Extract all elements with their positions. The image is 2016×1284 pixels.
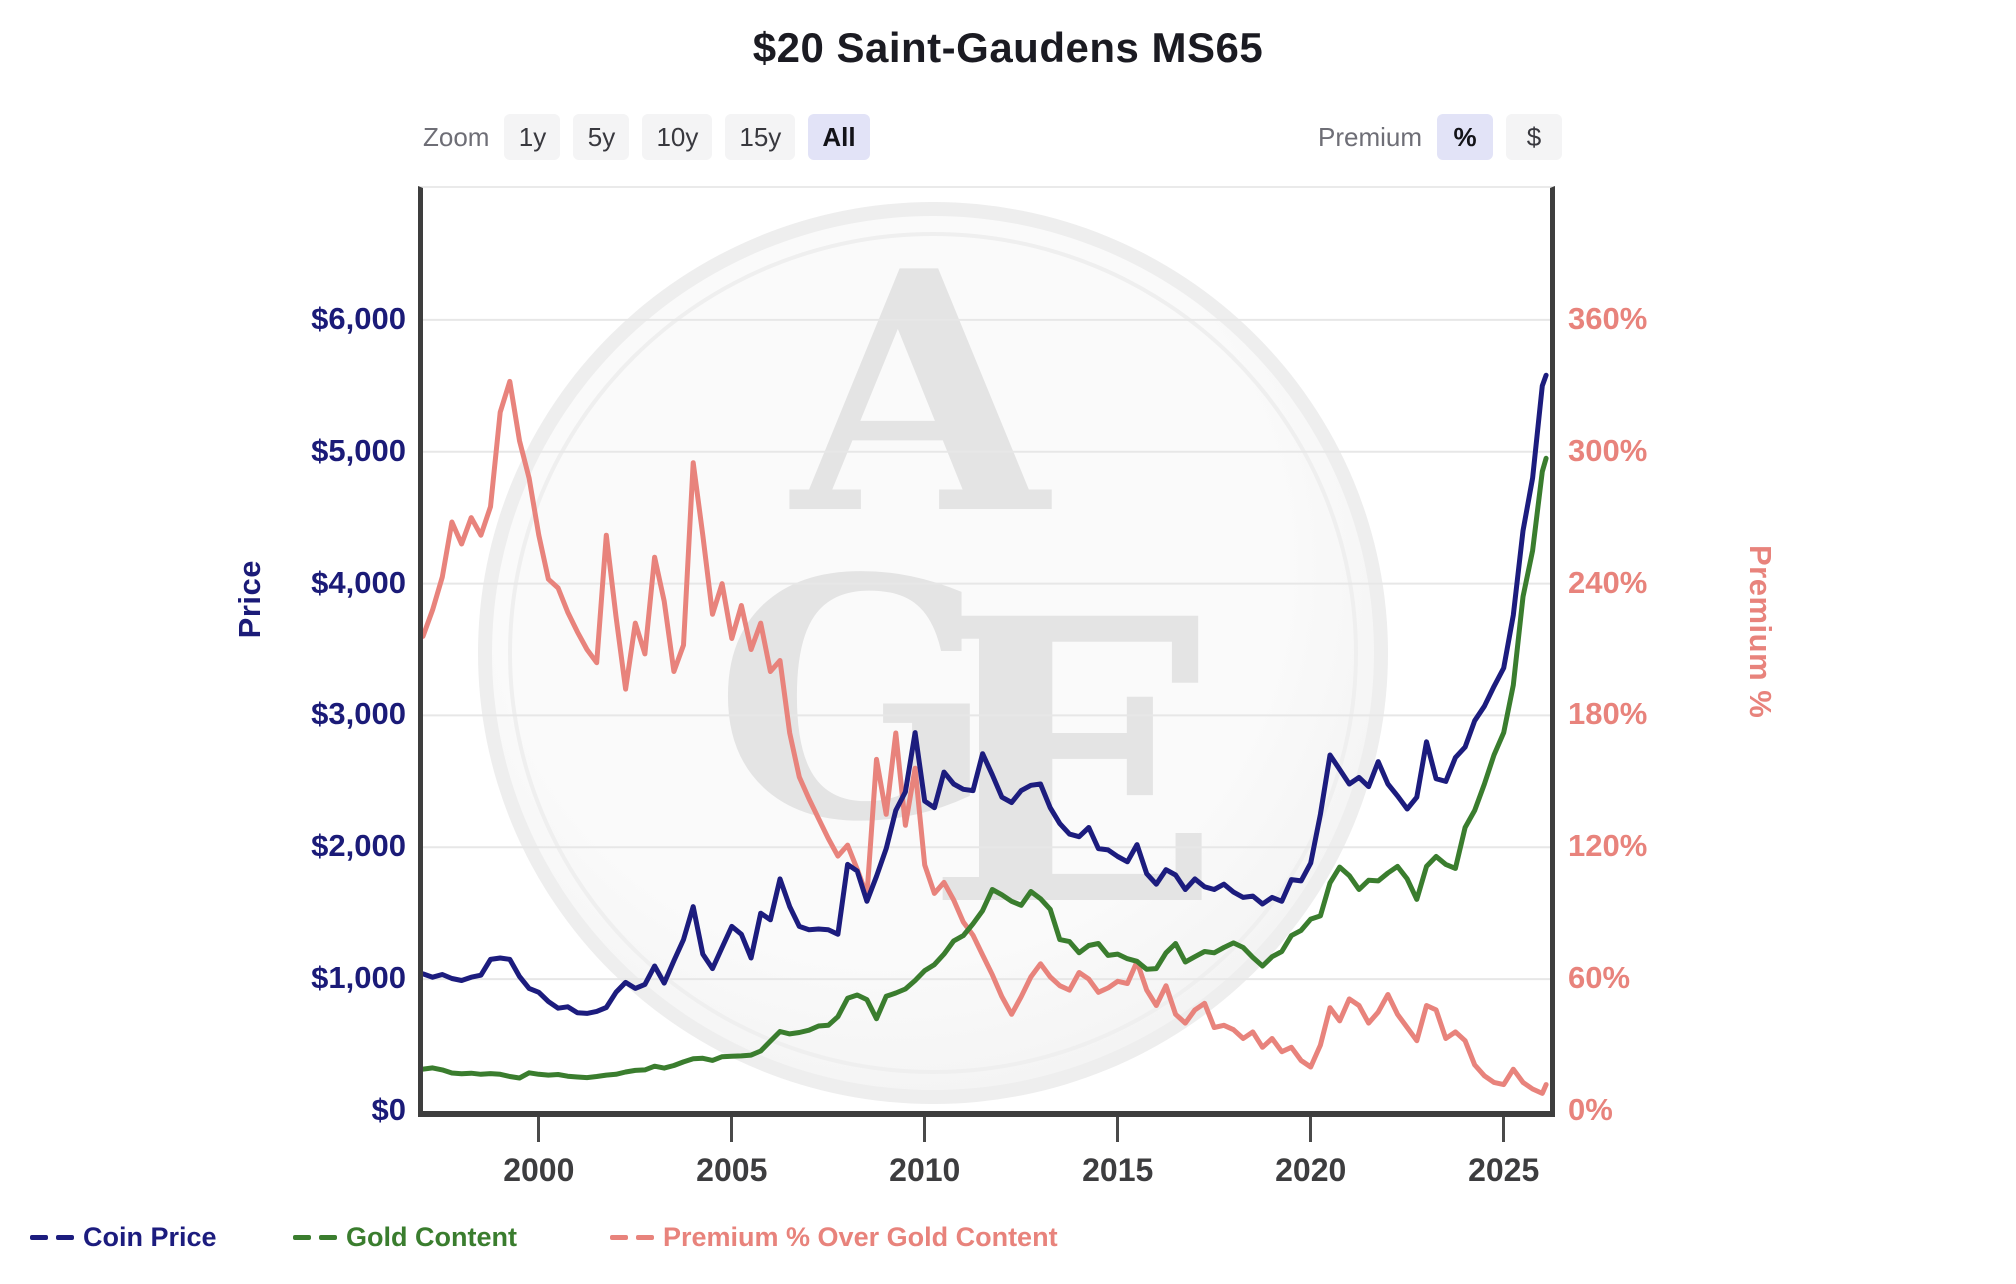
zoom-option-10y[interactable]: 10y <box>642 114 713 160</box>
x-tick-mark-2020 <box>1309 1117 1313 1142</box>
y-right-tick-120: 120% <box>1568 828 1648 864</box>
x-tick-label-2025: 2025 <box>1468 1152 1540 1188</box>
y-left-tick-2000: $2,000 <box>311 828 406 864</box>
x-tick-mark-2010 <box>923 1117 927 1142</box>
chart-svg <box>423 318 1550 1096</box>
page-title: $20 Saint-Gaudens MS65 <box>752 24 1264 71</box>
y-right-tick-360: 360% <box>1568 300 1648 336</box>
legend-dash-marker <box>30 1235 74 1240</box>
zoom-option-1y[interactable]: 1y <box>504 114 561 160</box>
chart-legend: Coin Price Gold Content Premium % Over Gol… <box>0 1222 2016 1272</box>
legend-dash <box>30 1235 48 1240</box>
x-tick-mark-2005 <box>730 1117 734 1142</box>
legend-dash-marker <box>610 1235 654 1240</box>
series-line-premium-over-gold-content <box>423 378 1549 1096</box>
y-left-tick-1000: $1,000 <box>311 960 406 996</box>
premium-mode-$[interactable]: $ <box>1506 114 1563 160</box>
y-right-tick-180: 180% <box>1568 696 1648 732</box>
legend-label: Coin Price <box>83 1222 217 1252</box>
legend-dash <box>319 1235 337 1240</box>
x-tick-mark-2000 <box>537 1117 541 1142</box>
y-right-tick-60: 60% <box>1568 960 1631 996</box>
legend-label: Gold Content <box>346 1222 517 1252</box>
y-right-tick-300: 300% <box>1568 432 1648 468</box>
legend-item-gold-content: Gold Content <box>293 1222 517 1253</box>
legend-item-premium-over-gold-content: Premium % Over Gold Content <box>610 1222 1058 1253</box>
legend-dash <box>636 1235 654 1240</box>
x-tick-label-2010: 2010 <box>889 1152 961 1188</box>
x-tick-mark-2025 <box>1502 1117 1506 1142</box>
premium-toolbar: Premium % $ <box>1318 114 1563 160</box>
y-left-tick-0: $0 <box>371 1092 406 1127</box>
zoom-option-5y[interactable]: 5y <box>573 114 630 160</box>
zoom-option-all[interactable]: All <box>808 114 870 160</box>
x-tick-mark-2015 <box>1116 1117 1120 1142</box>
zoom-label: Zoom <box>423 121 490 152</box>
y-right-tick-0: 0% <box>1568 1092 1613 1127</box>
zoom-option-15y[interactable]: 15y <box>725 114 796 160</box>
premium-button-group: % $ <box>1437 114 1563 160</box>
premium-mode-%[interactable]: % <box>1437 114 1494 160</box>
legend-dash <box>293 1235 311 1240</box>
x-tick-label-2020: 2020 <box>1275 1152 1347 1188</box>
legend-label: Premium % Over Gold Content <box>663 1222 1058 1252</box>
legend-dash <box>610 1235 628 1240</box>
zoom-button-group: 1y 5y 10y 15y All <box>504 114 870 160</box>
x-tick-label-2000: 2000 <box>503 1152 575 1188</box>
premium-axis-title: Premium % <box>1743 545 1778 719</box>
y-left-tick-3000: $3,000 <box>311 696 406 732</box>
legend-dash-marker <box>293 1235 337 1240</box>
x-tick-label-2005: 2005 <box>696 1152 768 1188</box>
legend-item-coin-price: Coin Price <box>30 1222 217 1253</box>
x-tick-label-2015: 2015 <box>1082 1152 1154 1188</box>
y-left-tick-5000: $5,000 <box>311 432 406 468</box>
series-line-coin-price <box>423 372 1549 1016</box>
y-left-tick-4000: $4,000 <box>311 564 406 600</box>
zoom-toolbar: Zoom 1y 5y 10y 15y All <box>423 114 870 160</box>
premium-label: Premium <box>1318 121 1423 152</box>
legend-dash <box>56 1235 74 1240</box>
y-right-tick-240: 240% <box>1568 564 1648 600</box>
y-left-tick-6000: $6,000 <box>311 300 406 336</box>
